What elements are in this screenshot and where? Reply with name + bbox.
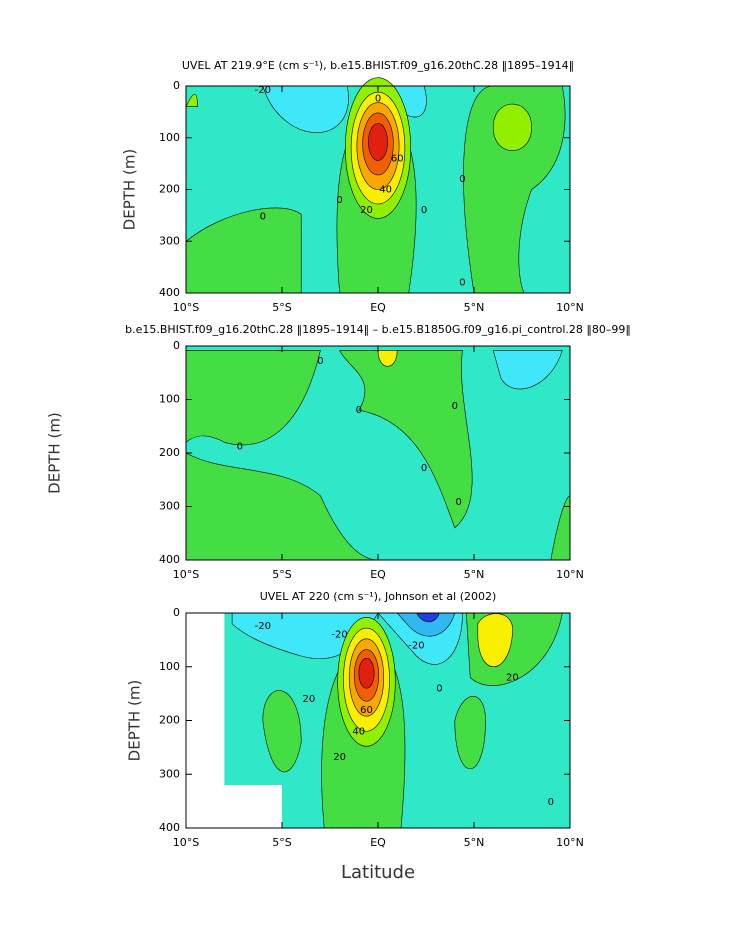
y-tick-label: 0 [173, 339, 180, 352]
x-tick-label: 10°N [556, 568, 584, 581]
x-tick-label: 10°N [556, 836, 584, 849]
y-tick-label: 400 [159, 553, 180, 566]
y-tick-label: 200 [159, 446, 180, 459]
x-tick-label: 10°S [173, 301, 199, 314]
contour-fill [262, 85, 349, 133]
contour-label: 20 [303, 694, 316, 705]
x-tick-label: EQ [370, 301, 386, 314]
contour-fill [463, 85, 566, 294]
y-tick-label: 100 [159, 393, 180, 406]
chart-title: b.e15.BHIST.f09_g16.20thC.28 ‖1895–1914‖… [125, 323, 631, 336]
contour-label: 0 [421, 205, 427, 216]
contour-fill [262, 690, 302, 773]
y-tick-label: 0 [173, 79, 180, 92]
x-tick-label: 5°S [272, 301, 291, 314]
contour-label: -20 [255, 621, 271, 632]
contour-label: 40 [379, 185, 392, 196]
y-tick-label: 200 [159, 714, 180, 727]
chart-title: UVEL AT 219.9°E (cm s⁻¹), b.e15.BHIST.f0… [182, 59, 574, 72]
contour-label: 0 [452, 401, 458, 412]
x-tick-label: 10°N [556, 301, 584, 314]
contour-label: 0 [436, 683, 442, 694]
contour-label: 0 [375, 93, 381, 104]
y-tick-label: 0 [173, 606, 180, 619]
x-axis-label: Latitude [341, 862, 415, 883]
contour-label: 20 [506, 673, 519, 684]
contour-label: 0 [356, 405, 362, 416]
contour-label: -20 [255, 85, 271, 96]
contour-fill [358, 657, 375, 689]
y-tick-label: 400 [159, 286, 180, 299]
contour-field [185, 77, 570, 294]
chart-title: UVEL AT 220 (cm s⁻¹), Johnson et al (200… [260, 590, 497, 603]
contour-label: 60 [360, 705, 373, 716]
contour-label: -20 [331, 630, 347, 641]
contour-fill [477, 613, 513, 667]
contour-label: 0 [317, 356, 323, 367]
y-tick-label: 200 [159, 183, 180, 196]
x-tick-label: EQ [370, 568, 386, 581]
contour-fill [185, 350, 321, 446]
y-axis-label: DEPTH (m) [46, 412, 64, 494]
y-tick-label: 300 [159, 234, 180, 247]
y-tick-label: 400 [159, 821, 180, 834]
contour-fill [377, 350, 398, 367]
contour-label: 0 [459, 278, 465, 289]
y-tick-label: 100 [159, 131, 180, 144]
contour-label: 0 [237, 442, 243, 453]
contour-fill [492, 350, 563, 390]
contour-fill [186, 613, 282, 828]
y-tick-label: 100 [159, 660, 180, 673]
contour-label: 60 [391, 153, 404, 164]
x-tick-label: 10°S [173, 568, 199, 581]
x-tick-label: 5°N [464, 301, 485, 314]
contour-label: 0 [548, 797, 554, 808]
contour-fill [396, 612, 456, 637]
contour-fill [454, 696, 486, 769]
contour-field [186, 612, 570, 829]
y-axis-label: DEPTH (m) [121, 149, 139, 231]
contour-label: 0 [260, 211, 266, 222]
contour-fill [185, 93, 198, 107]
contour-label: 0 [421, 463, 427, 474]
contour-label: 0 [455, 497, 461, 508]
x-tick-label: 5°S [272, 568, 291, 581]
y-tick-label: 300 [159, 767, 180, 780]
contour-label: 20 [333, 752, 346, 763]
x-tick-label: 5°N [464, 568, 485, 581]
x-tick-label: 5°S [272, 836, 291, 849]
contour-fill [339, 350, 473, 529]
contour-label: 0 [336, 195, 342, 206]
contour-fill [185, 452, 379, 561]
x-tick-label: 10°S [173, 836, 199, 849]
x-tick-label: 5°N [464, 836, 485, 849]
x-tick-label: EQ [370, 836, 386, 849]
contour-label: 20 [360, 205, 373, 216]
y-tick-label: 300 [159, 500, 180, 513]
y-axis-label: DEPTH (m) [126, 680, 144, 762]
contour-label: 40 [352, 726, 365, 737]
contour-fill [185, 207, 302, 294]
contour-fill [492, 103, 532, 151]
contour-fill [368, 122, 388, 161]
contour-field [185, 346, 571, 561]
contour-label: -20 [408, 640, 424, 651]
contour-label: 0 [459, 174, 465, 185]
